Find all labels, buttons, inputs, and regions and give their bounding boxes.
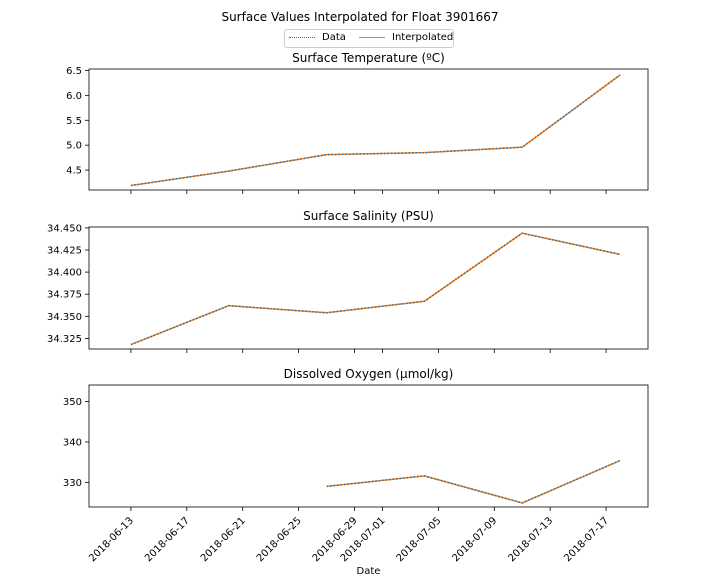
y-tick-label: 34.350	[47, 312, 82, 323]
legend-item-data: Data	[289, 32, 346, 43]
x-tick-label: 2018-06-25	[255, 515, 304, 564]
x-tick-label: 2018-06-17	[143, 515, 192, 564]
plot-frame	[88, 384, 649, 508]
series-data	[326, 459, 621, 504]
plot-frame	[88, 68, 649, 191]
y-tick-label: 350	[63, 397, 82, 408]
series-interpolated	[130, 74, 621, 187]
y-tick-label: 6.5	[66, 66, 82, 77]
y-tick-label: 340	[63, 437, 82, 448]
x-tick-label: 2018-07-13	[506, 515, 555, 564]
y-tick-label: 34.425	[47, 245, 82, 256]
plot-frame	[88, 226, 649, 350]
y-tick-label: 5.5	[66, 116, 82, 127]
x-tick-label: 2018-06-13	[87, 515, 136, 564]
legend-label-interpolated: Interpolated	[392, 32, 454, 43]
y-tick-label: 34.450	[47, 223, 82, 234]
chart-panel-2: Dissolved Oxygen (μmol/kg) 330 340 350 2018-…	[63, 367, 649, 576]
legend-item-interpolated: Interpolated	[359, 32, 453, 43]
series-data	[130, 232, 621, 346]
x-tick-label: 2018-07-09	[451, 515, 500, 564]
series-interpolated	[326, 459, 621, 504]
legend: Data Interpolated	[284, 29, 454, 48]
y-tick-label: 34.400	[47, 268, 82, 279]
y-tick-label: 6.0	[66, 91, 82, 102]
x-tick-label: 2018-07-05	[395, 515, 444, 564]
y-tick-label: 34.325	[47, 334, 82, 345]
legend-swatch-data	[289, 37, 315, 38]
panel-title: Surface Salinity (PSU)	[303, 209, 434, 223]
figure-title: Surface Values Interpolated for Float 39…	[221, 10, 499, 24]
panel-title: Surface Temperature (ºC)	[292, 51, 445, 65]
y-tick-label: 5.0	[66, 141, 82, 152]
y-tick-label: 34.375	[47, 290, 82, 301]
legend-swatch-interpolated	[359, 37, 385, 38]
series-data	[130, 74, 621, 187]
series-interpolated	[130, 232, 621, 346]
y-tick-label: 330	[63, 478, 82, 489]
legend-label-data: Data	[322, 32, 346, 43]
panel-title: Dissolved Oxygen (μmol/kg)	[284, 367, 454, 381]
x-tick-label: 2018-06-21	[199, 515, 248, 564]
y-tick-label: 4.5	[66, 166, 82, 177]
x-axis-label: Date	[357, 566, 381, 576]
x-tick-label: 2018-07-17	[562, 515, 611, 564]
chart-panel-1: Surface Salinity (PSU) 34.325 34.350 34.375…	[47, 209, 649, 353]
chart-panel-0: Surface Temperature (ºC) 4.5 5.0 5.5 6.0 6.5	[66, 51, 649, 194]
